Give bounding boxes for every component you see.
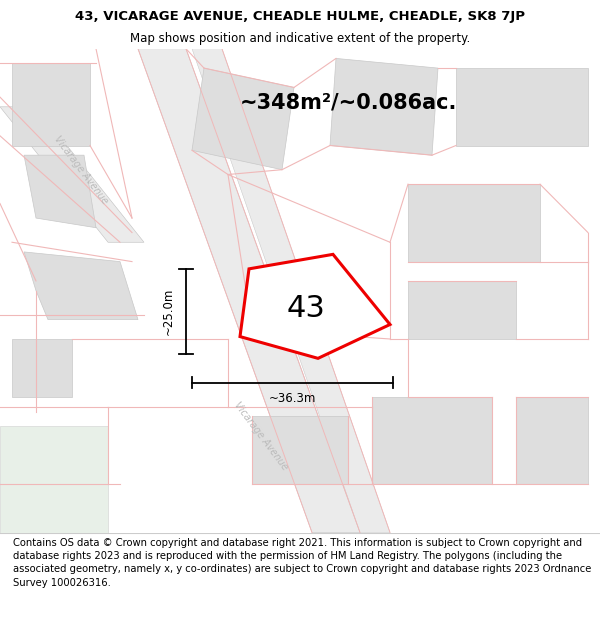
Text: Map shows position and indicative extent of the property.: Map shows position and indicative extent… <box>130 32 470 45</box>
Polygon shape <box>516 397 588 484</box>
Polygon shape <box>330 58 438 155</box>
Polygon shape <box>12 63 90 146</box>
Text: 43: 43 <box>287 294 325 323</box>
Text: Contains OS data © Crown copyright and database right 2021. This information is : Contains OS data © Crown copyright and d… <box>13 538 592 588</box>
Polygon shape <box>12 339 72 397</box>
Polygon shape <box>192 68 294 169</box>
Polygon shape <box>138 49 360 532</box>
Text: Vicarage Avenue: Vicarage Avenue <box>232 400 290 472</box>
Polygon shape <box>372 397 492 484</box>
Polygon shape <box>408 184 540 262</box>
Polygon shape <box>192 49 390 532</box>
Polygon shape <box>252 416 348 484</box>
Polygon shape <box>408 281 516 339</box>
Polygon shape <box>456 68 588 146</box>
Text: Vicarage Avenue: Vicarage Avenue <box>52 134 110 206</box>
Text: ~25.0m: ~25.0m <box>162 288 175 335</box>
Polygon shape <box>240 254 390 358</box>
Polygon shape <box>0 107 144 242</box>
Polygon shape <box>0 426 108 532</box>
Polygon shape <box>24 155 96 228</box>
Text: ~348m²/~0.086ac.: ~348m²/~0.086ac. <box>239 92 457 112</box>
Text: 43, VICARAGE AVENUE, CHEADLE HULME, CHEADLE, SK8 7JP: 43, VICARAGE AVENUE, CHEADLE HULME, CHEA… <box>75 10 525 22</box>
Polygon shape <box>24 252 138 319</box>
Text: ~36.3m: ~36.3m <box>269 392 316 405</box>
